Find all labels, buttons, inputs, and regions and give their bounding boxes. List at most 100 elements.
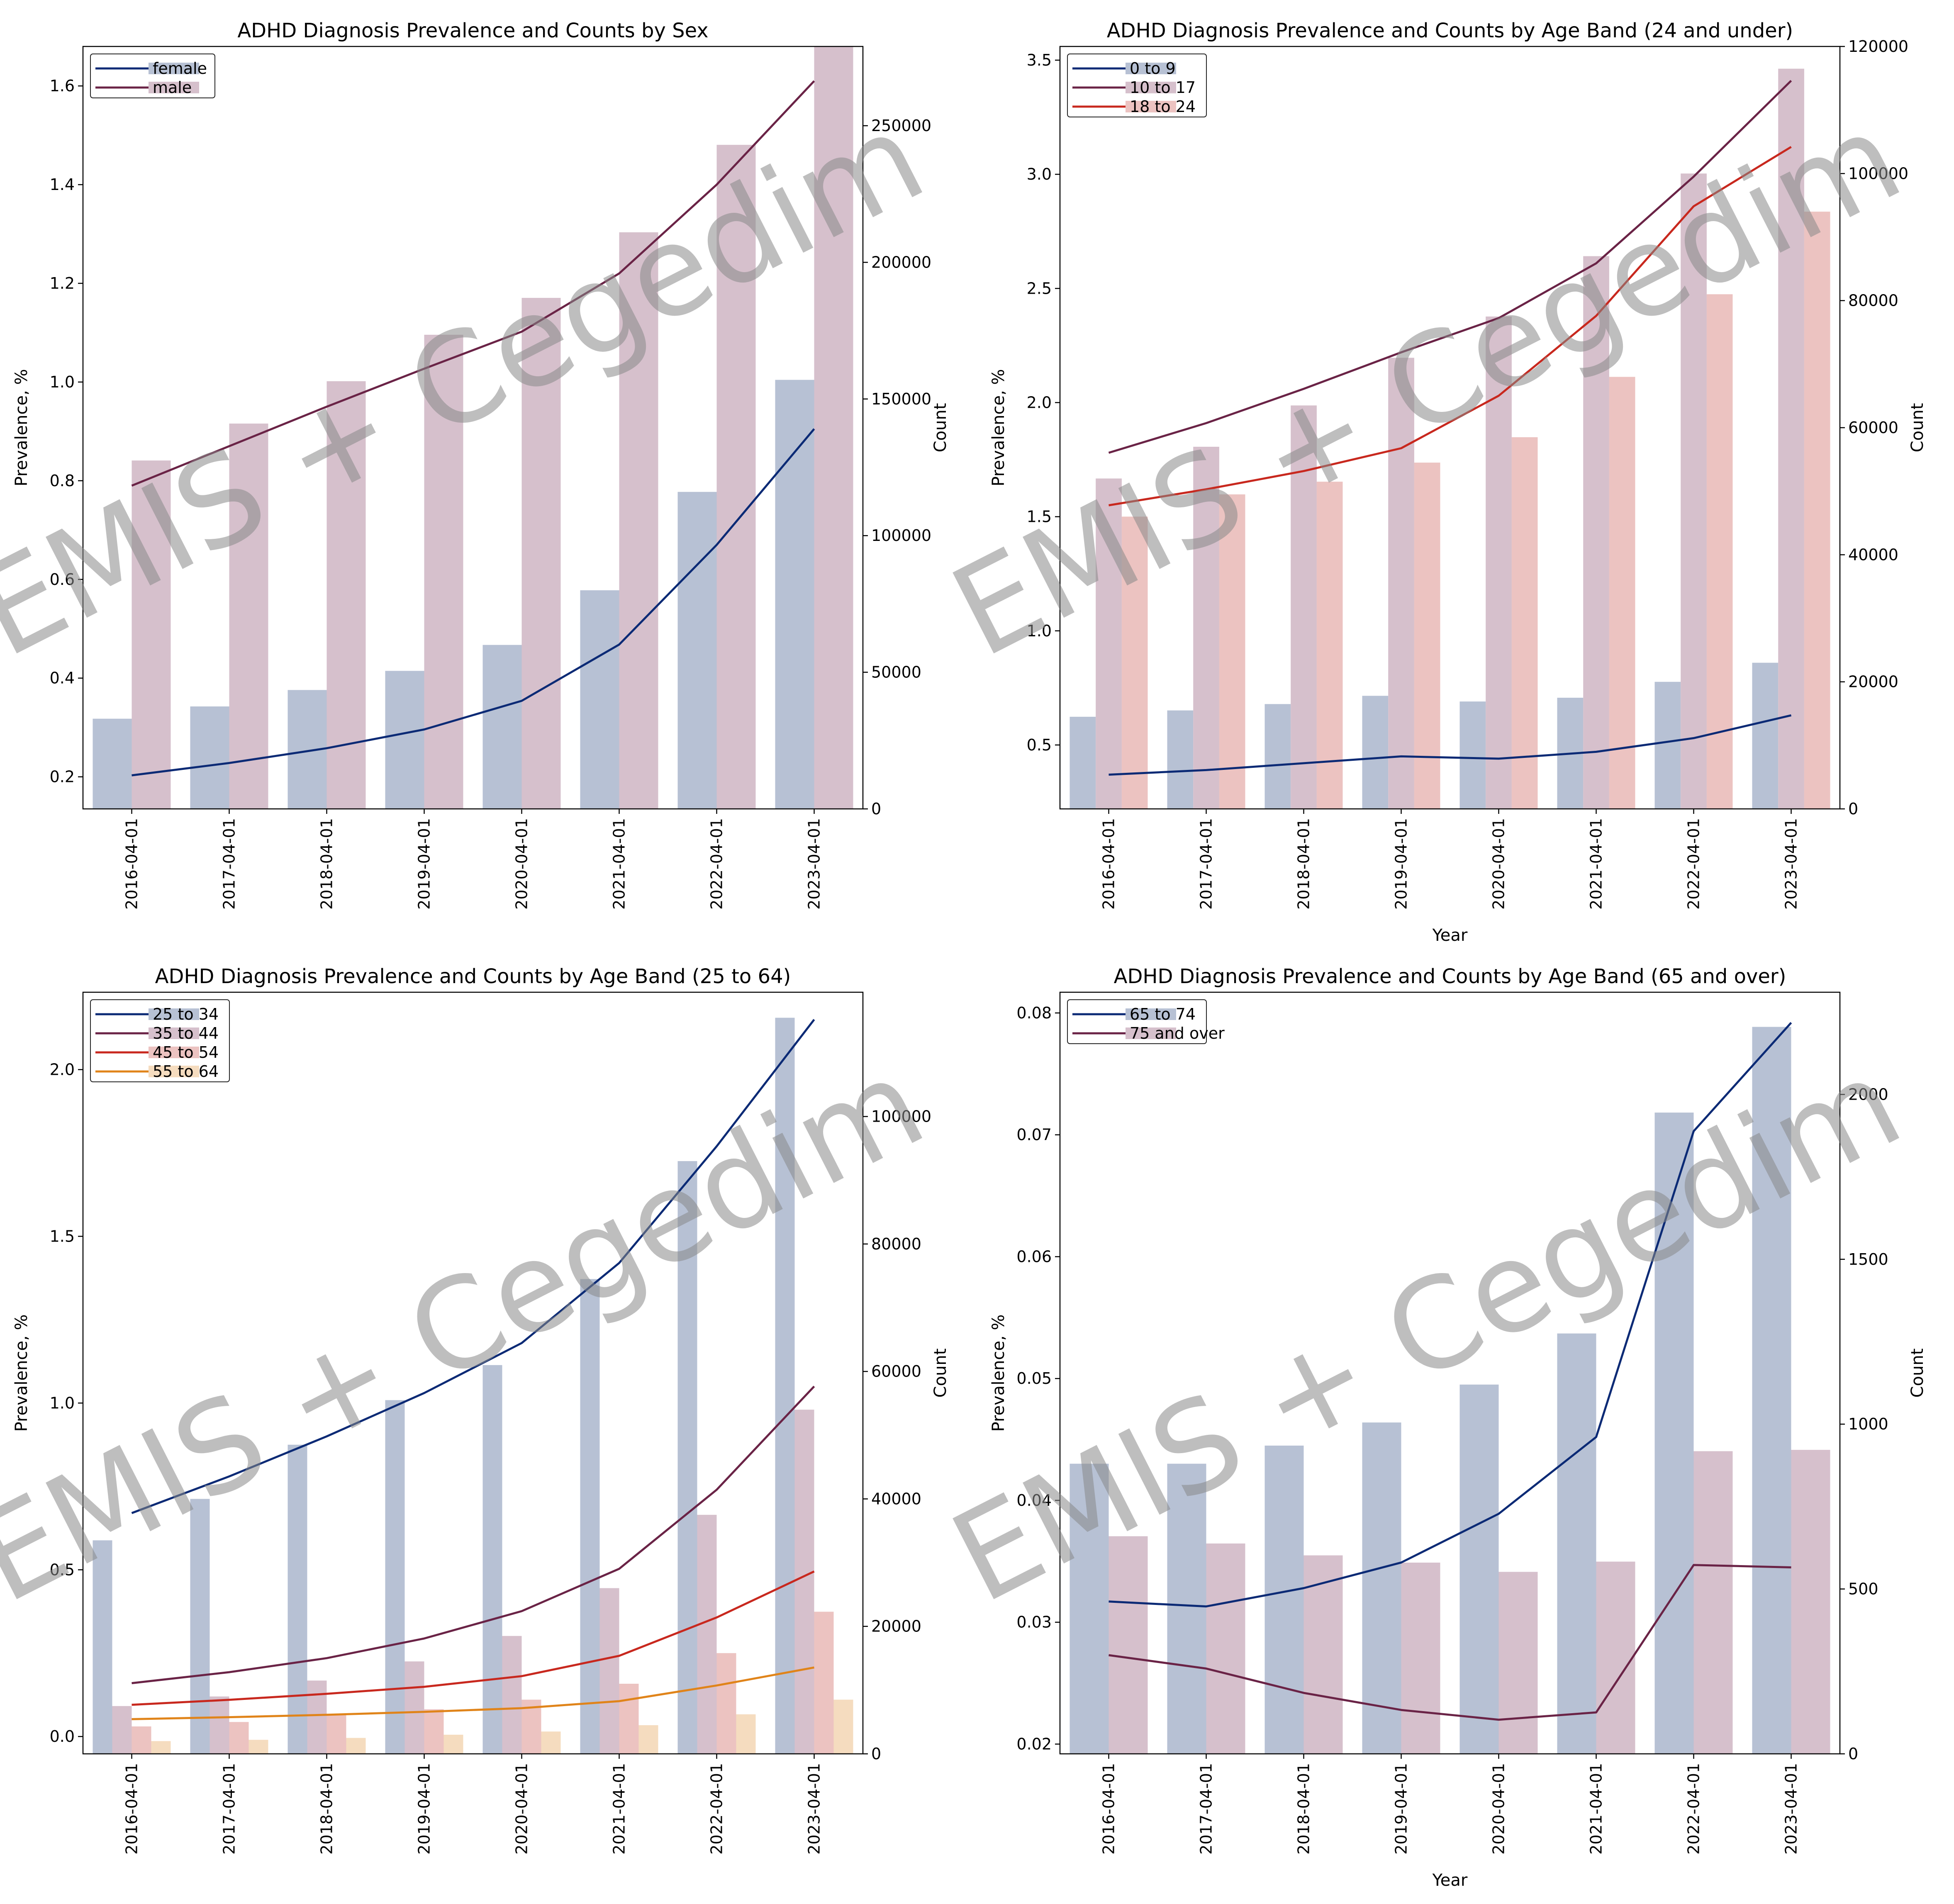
x-tick-label: 2021-04-01 (610, 818, 629, 910)
y2-tick-label: 200000 (871, 253, 931, 271)
y-tick-label: 1.0 (50, 373, 75, 391)
y2-tick-label: 20000 (871, 1617, 921, 1636)
bar-55-to-64-2022-04-01 (736, 1714, 756, 1754)
y-tick-label: 3.0 (1027, 165, 1052, 183)
bar-male-2017-04-01 (229, 424, 268, 809)
y-tick-label: 1.2 (50, 274, 75, 292)
x-tick-label: 2016-04-01 (1100, 818, 1118, 910)
y-tick-label: 0.05 (1016, 1369, 1052, 1388)
x-tick-label: 2023-04-01 (805, 818, 824, 910)
y-tick-label: 2.5 (1027, 279, 1052, 297)
bar-75-and-over-2018-04-01 (1303, 1555, 1343, 1754)
bar-65-to-74-2020-04-01 (1459, 1384, 1499, 1754)
legend-label-0-to-9: 0 to 9 (1130, 59, 1176, 78)
lines-group (131, 80, 815, 777)
y-tick-label: 1.0 (50, 1394, 75, 1412)
y-tick-label: 0.2 (50, 768, 75, 786)
bar-55-to-64-2018-04-01 (346, 1738, 366, 1754)
bar-25-to-34-2017-04-01 (190, 1499, 210, 1754)
bar-45-to-54-2022-04-01 (716, 1653, 736, 1754)
x-tick-label: 2017-04-01 (1197, 1763, 1216, 1855)
y-tick-label: 1.5 (1027, 508, 1052, 526)
line-female (132, 428, 815, 777)
bar-45-to-54-2019-04-01 (424, 1709, 444, 1754)
lines-group (1108, 80, 1792, 776)
bar-65-to-74-2023-04-01 (1752, 1027, 1791, 1754)
x-tick-label: 2020-04-01 (1490, 1763, 1508, 1855)
line-18-to-24 (1109, 146, 1792, 506)
x-tick-label: 2018-04-01 (1295, 1763, 1313, 1855)
bars-group (93, 46, 853, 809)
bar-25-to-34-2016-04-01 (93, 1540, 112, 1754)
legend-label-75-and-over: 75 and over (1130, 1024, 1225, 1042)
y2-tick-label: 40000 (1848, 545, 1898, 564)
y-tick-label: 0.0 (50, 1727, 75, 1746)
legend-swatch-bar-25-to-34 (149, 1008, 199, 1020)
x-tick-label: 2018-04-01 (318, 1763, 336, 1855)
y2-tick-label: 150000 (871, 390, 931, 408)
bar-55-to-64-2021-04-01 (638, 1725, 658, 1754)
y2-tick-label: 50000 (871, 663, 921, 682)
y2-tick-label: 1000 (1848, 1415, 1888, 1433)
bar-75-and-over-2021-04-01 (1596, 1561, 1635, 1754)
bar-18-to-24-2019-04-01 (1414, 463, 1440, 809)
bar-male-2019-04-01 (424, 335, 463, 809)
legend-label-55-to-64: 55 to 64 (153, 1062, 219, 1081)
bar-male-2020-04-01 (521, 298, 561, 809)
x-tick-label: 2016-04-01 (1100, 1763, 1118, 1855)
y2-tick-label: 100000 (871, 1108, 931, 1126)
line-75-and-over (1109, 1564, 1791, 1721)
chart-title: ADHD Diagnosis Prevalence and Counts by … (155, 965, 791, 988)
lines-group (131, 1019, 815, 1720)
legend-label-45-to-54: 45 to 54 (153, 1043, 219, 1062)
bar-35-to-44-2018-04-01 (307, 1680, 327, 1754)
bar-25-to-34-2021-04-01 (580, 1279, 600, 1754)
x-tick-label: 2017-04-01 (220, 818, 239, 910)
bar-10-to-17-2022-04-01 (1681, 173, 1707, 809)
y2-tick-label: 60000 (1848, 419, 1898, 437)
y-tick-label: 0.07 (1016, 1126, 1052, 1144)
x-axis-label: Year (1432, 926, 1468, 945)
bar-25-to-34-2019-04-01 (385, 1400, 405, 1754)
y-axis-label: Prevalence, % (12, 1315, 31, 1432)
y-tick-label: 0.4 (50, 669, 75, 687)
y2-tick-label: 0 (1848, 1745, 1858, 1763)
x-axis-label: Year (1432, 1871, 1468, 1890)
bar-10-to-17-2016-04-01 (1096, 478, 1122, 809)
bar-55-to-64-2017-04-01 (249, 1740, 268, 1754)
y-axis-label: Prevalence, % (12, 369, 31, 487)
bar-10-to-17-2023-04-01 (1778, 68, 1804, 809)
x-tick-label: 2022-04-01 (1685, 818, 1703, 910)
bar-35-to-44-2019-04-01 (404, 1661, 424, 1754)
x-tick-label: 2023-04-01 (1782, 1763, 1801, 1855)
legend-swatch-bar-35-to-44 (149, 1027, 199, 1039)
legend-label-18-to-24: 18 to 24 (1130, 97, 1196, 116)
x-tick-label: 2019-04-01 (415, 818, 434, 910)
y2-tick-label: 250000 (871, 117, 931, 135)
bar-18-to-24-2023-04-01 (1804, 212, 1830, 809)
bar-45-to-54-2017-04-01 (229, 1722, 249, 1754)
bar-0-to-9-2019-04-01 (1362, 696, 1389, 809)
bar-55-to-64-2020-04-01 (541, 1731, 561, 1754)
y2-tick-label: 0 (871, 800, 881, 818)
y2-tick-label: 500 (1848, 1580, 1878, 1598)
bar-45-to-54-2023-04-01 (814, 1612, 834, 1754)
x-tick-label: 2020-04-01 (1490, 818, 1508, 910)
y-tick-label: 2.0 (1027, 393, 1052, 411)
bar-35-to-44-2017-04-01 (210, 1696, 229, 1754)
legend-swatch-bar-female (149, 63, 199, 74)
bar-45-to-54-2018-04-01 (326, 1715, 346, 1754)
x-tick-label: 2023-04-01 (805, 1763, 824, 1855)
bar-45-to-54-2016-04-01 (132, 1726, 151, 1754)
legend-swatch-bar-75-and-over (1126, 1027, 1176, 1039)
y-tick-label: 0.8 (50, 472, 75, 490)
bar-female-2023-04-01 (775, 380, 814, 809)
legend-label-10-to-17: 10 to 17 (1130, 78, 1196, 97)
x-tick-label: 2021-04-01 (1587, 818, 1606, 910)
chart-panel-age-65-and-over: 0.02 0.03 0.04 0.05 0.06 0.07 0.08 0 500 1000 1500… (931, 965, 1927, 1890)
bar-10-to-17-2021-04-01 (1583, 256, 1609, 809)
legend-swatch-bar-0-to-9 (1126, 63, 1176, 74)
x-tick-label: 2016-04-01 (123, 1763, 141, 1855)
bar-10-to-17-2020-04-01 (1486, 317, 1512, 809)
y2-tick-label: 0 (871, 1745, 881, 1763)
